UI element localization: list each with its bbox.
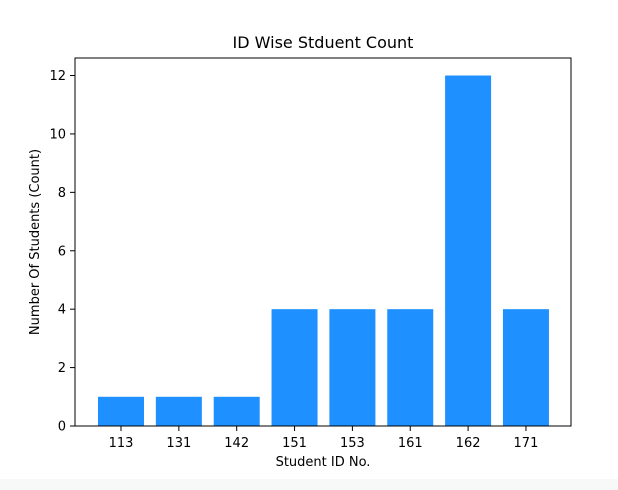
bottom-toolbar-strip bbox=[0, 479, 618, 490]
x-axis-ticks: 113 131 142 151 153 161 162 171 bbox=[109, 426, 539, 451]
y-tick-label-2: 2 bbox=[58, 361, 66, 376]
y-tick-label-0: 0 bbox=[58, 420, 66, 435]
chart-title: ID Wise Stduent Count bbox=[233, 33, 414, 52]
x-tick-label-153: 153 bbox=[340, 436, 365, 451]
x-tick-label-171: 171 bbox=[514, 436, 539, 451]
y-axis-label: Number Of Students (Count) bbox=[28, 149, 43, 335]
bar-162 bbox=[445, 75, 492, 427]
x-tick-label-162: 162 bbox=[456, 436, 481, 451]
y-axis-ticks: 0 2 4 6 8 10 12 bbox=[49, 69, 75, 435]
bar-153 bbox=[329, 309, 376, 426]
x-tick-label-151: 151 bbox=[282, 436, 307, 451]
x-tick-label-142: 142 bbox=[224, 436, 249, 451]
x-axis-label: Student ID No. bbox=[276, 455, 371, 470]
bar-151 bbox=[271, 309, 318, 426]
x-tick-label-161: 161 bbox=[398, 436, 423, 451]
y-tick-label-12: 12 bbox=[49, 69, 66, 84]
x-tick-label-131: 131 bbox=[166, 436, 191, 451]
y-tick-label-4: 4 bbox=[58, 303, 66, 318]
y-tick-label-6: 6 bbox=[58, 244, 66, 259]
bar-142 bbox=[213, 396, 260, 426]
bar-161 bbox=[387, 309, 434, 426]
y-tick-label-8: 8 bbox=[58, 186, 66, 201]
plot-frame bbox=[74, 57, 572, 427]
bar-131 bbox=[155, 396, 202, 426]
bars-group bbox=[98, 75, 549, 427]
bar-113 bbox=[98, 396, 144, 426]
y-tick-label-10: 10 bbox=[49, 127, 66, 142]
bar-171 bbox=[502, 309, 549, 426]
bar-chart: ID Wise Stduent Count 0 2 4 6 8 10 12 113 131 14… bbox=[28, 33, 572, 470]
x-tick-label-113: 113 bbox=[109, 436, 134, 451]
